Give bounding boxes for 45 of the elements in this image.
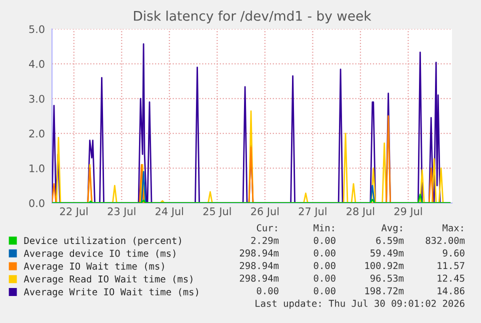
text: Max: xyxy=(442,224,463,232)
y-tick-label: 1.0 xyxy=(30,164,44,172)
text: 11.57 xyxy=(438,262,464,270)
text: 9.60 xyxy=(442,249,464,257)
text: 832.00m xyxy=(426,236,465,244)
y-tick-label: 4.0 xyxy=(29,60,44,68)
text: Cur: xyxy=(256,224,277,232)
y-tick-label: 2.0 xyxy=(29,130,44,138)
text: 2.29m xyxy=(251,236,279,244)
legend-label: Average IO Wait time (ms) xyxy=(24,262,164,272)
text: 198.72m xyxy=(365,287,404,294)
x-tick-label: 27 Jul xyxy=(298,207,326,218)
legend-label: Average Read IO Wait time (ms) xyxy=(24,275,192,284)
legend-label: Average Write IO Wait time (ms) xyxy=(24,288,198,298)
text: Last update: Thu Jul 30 09:01:02 2026 xyxy=(256,300,464,309)
text: 0.00 xyxy=(314,274,336,282)
text: 59.49m xyxy=(370,249,404,257)
x-tick-label: 23 Jul xyxy=(108,207,136,218)
x-tick-label: 25 Jul xyxy=(203,207,231,218)
x-tick-label: 26 Jul xyxy=(251,207,279,218)
x-tick-label: 22 Jul xyxy=(60,207,88,218)
legend-label: Device utilization (percent) xyxy=(24,236,181,246)
y-tick-label: 5.0 xyxy=(29,25,44,34)
text: 0.00 xyxy=(314,287,336,294)
text: 0.00 xyxy=(256,287,278,294)
x-tick-label: 24 Jul xyxy=(156,207,184,218)
text: 96.53m xyxy=(370,274,404,282)
text: 14.86 xyxy=(438,287,464,294)
text: 12.45 xyxy=(438,274,464,282)
x-tick-label: 29 Jul xyxy=(394,207,422,218)
text: 298.94m xyxy=(240,249,279,257)
text: 100.92m xyxy=(365,262,404,270)
text: 6.59m xyxy=(376,236,404,244)
text: 298.94m xyxy=(240,274,279,282)
y-tick-label: 3.0 xyxy=(29,94,44,103)
legend-label: Average device IO time (ms) xyxy=(24,250,176,259)
text: Min: xyxy=(314,224,334,232)
chart-title: Disk latency for /dev/md1 - by week xyxy=(134,10,372,24)
x-tick-label: 28 Jul xyxy=(346,207,374,218)
text: 298.94m xyxy=(240,262,279,270)
y-tick-label: 0.0 xyxy=(29,199,44,208)
text: 0.00 xyxy=(314,249,336,257)
text: Avg: xyxy=(381,224,402,234)
text: 0.00 xyxy=(314,236,336,244)
text: 0.00 xyxy=(314,262,336,270)
